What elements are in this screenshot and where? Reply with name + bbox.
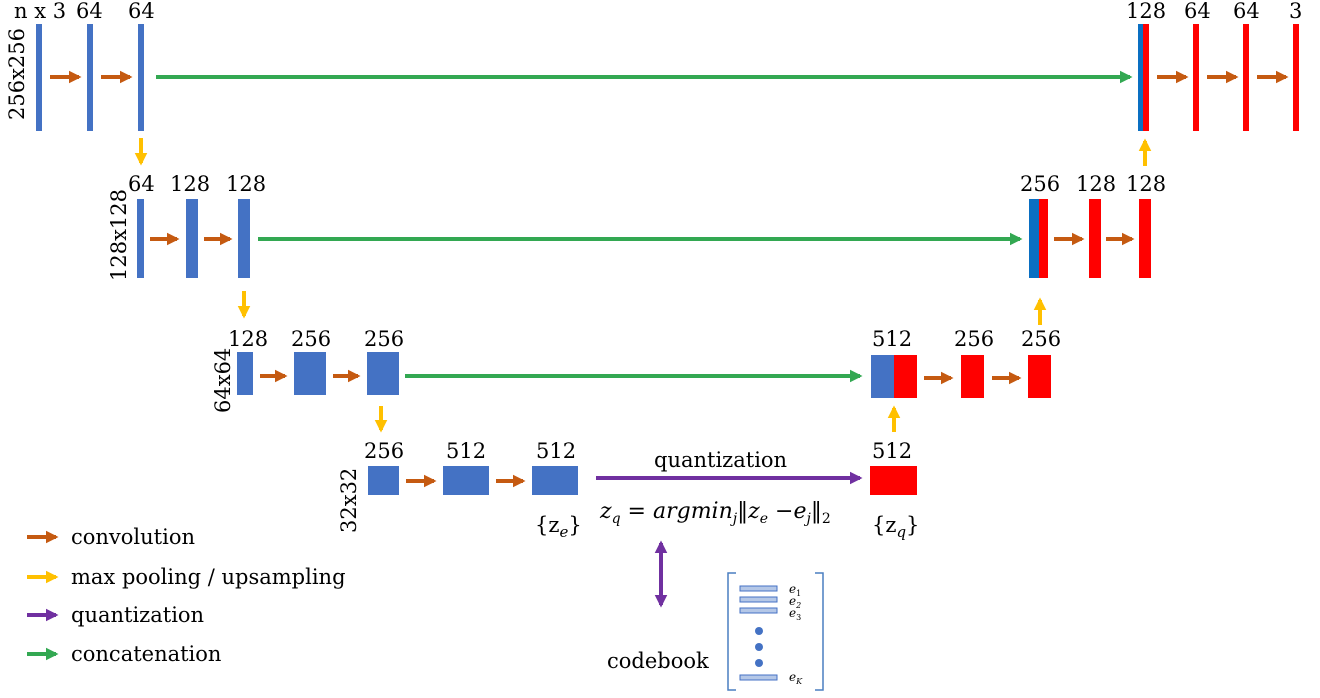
legend-label-quantization: quantization <box>71 603 204 627</box>
encoder-block <box>36 24 42 131</box>
ellipsis-dot <box>755 643 763 651</box>
level-4-enc-label-0: 256 <box>364 439 404 463</box>
codebook-label: codebook <box>607 649 709 673</box>
encoder-block <box>532 466 578 495</box>
level-2-dec-label-0: 256 <box>1020 172 1060 196</box>
codebook: codebook e1 e2 e3 eK <box>607 540 824 691</box>
concat-encoder-part <box>871 355 894 398</box>
level-2-enc-label-1: 128 <box>170 172 210 196</box>
encoder-block <box>237 352 253 395</box>
level-2-dec-label-1: 128 <box>1076 172 1116 196</box>
decoder-block <box>1143 24 1149 131</box>
legend-label-concatenation: concatenation <box>71 642 221 666</box>
concat-encoder-part <box>1138 24 1143 131</box>
legend-label-pooling: max pooling / upsampling <box>71 565 346 589</box>
decoder-block <box>1089 199 1101 278</box>
encoder-block <box>443 466 489 495</box>
decoder-block <box>1039 199 1048 278</box>
codebook-entry <box>739 585 778 592</box>
codebook-bracket-left <box>727 572 736 691</box>
level-1: 256x256 n x 3 64 64 128 64 64 3 <box>5 0 1302 166</box>
level-1-enc-label-1: 64 <box>76 0 103 23</box>
level-4-enc-label-2: 512 <box>536 439 576 463</box>
level-1-dec-label-1: 64 <box>1184 0 1211 23</box>
decoder-block <box>1243 24 1249 131</box>
zq-label: {zq} <box>872 513 919 541</box>
level-4-size-label: 32x32 <box>337 468 361 533</box>
level-2-dec-label-2: 128 <box>1126 172 1166 196</box>
quantization-label: quantization <box>654 448 787 472</box>
decoder-block <box>894 355 917 398</box>
ellipsis-dot <box>755 627 763 635</box>
codebook-entry-label-k: eK <box>789 670 803 686</box>
decoder-block <box>1139 199 1151 278</box>
codebook-bracket-right <box>815 572 824 691</box>
decoder-block <box>961 355 984 398</box>
level-3-size-label: 64x64 <box>211 348 235 413</box>
decoder-block <box>870 466 917 495</box>
encoder-block <box>368 466 399 495</box>
level-3-enc-label-1: 256 <box>291 327 331 351</box>
concat-encoder-part <box>1029 199 1039 278</box>
decoder-block <box>1293 24 1299 131</box>
encoder-block <box>87 24 93 131</box>
legend-label-convolution: convolution <box>71 525 195 549</box>
level-2-size-label: 128x128 <box>107 189 131 281</box>
level-3-dec-label-0: 512 <box>872 327 912 351</box>
decoder-block <box>1028 355 1051 398</box>
level-3-enc-label-2: 256 <box>364 327 404 351</box>
level-3-dec-label-1: 256 <box>954 327 994 351</box>
quantization-formula: zq = argminj‖ze −ej‖2 <box>599 499 831 527</box>
encoder-block <box>367 352 399 395</box>
level-3-enc-label-0: 128 <box>228 327 268 351</box>
level-4-dec-label: 512 <box>872 439 912 463</box>
legend: convolution max pooling / upsampling qua… <box>27 525 346 666</box>
codebook-entry <box>739 674 778 681</box>
decoder-block <box>1193 24 1199 131</box>
level-2: 128x128 64 128 128 256 128 128 <box>107 172 1166 325</box>
encoder-block <box>138 24 144 131</box>
ellipsis-dot <box>755 659 763 667</box>
encoder-block <box>238 199 250 278</box>
level-3-dec-label-2: 256 <box>1021 327 1061 351</box>
level-1-dec-label-3: 3 <box>1289 0 1302 23</box>
level-3: 64x64 128 256 256 512 256 256 <box>211 327 1061 433</box>
level-1-enc-label-2: 64 <box>128 0 155 23</box>
level-2-enc-label-2: 128 <box>226 172 266 196</box>
encoder-block <box>294 352 326 395</box>
level-4: 32x32 256 512 512 {ze} quantization zq =… <box>337 439 919 541</box>
level-1-size-label: 256x256 <box>5 28 29 120</box>
encoder-block <box>137 199 144 278</box>
level-2-enc-label-0: 64 <box>128 172 155 196</box>
codebook-entry <box>739 607 778 614</box>
level-1-enc-label-0: n x 3 <box>14 0 66 23</box>
level-1-dec-label-0: 128 <box>1126 0 1166 23</box>
encoder-block <box>186 199 198 278</box>
codebook-entry <box>739 596 778 603</box>
level-4-enc-label-1: 512 <box>446 439 486 463</box>
level-1-dec-label-2: 64 <box>1233 0 1260 23</box>
ze-label: {ze} <box>535 513 582 541</box>
